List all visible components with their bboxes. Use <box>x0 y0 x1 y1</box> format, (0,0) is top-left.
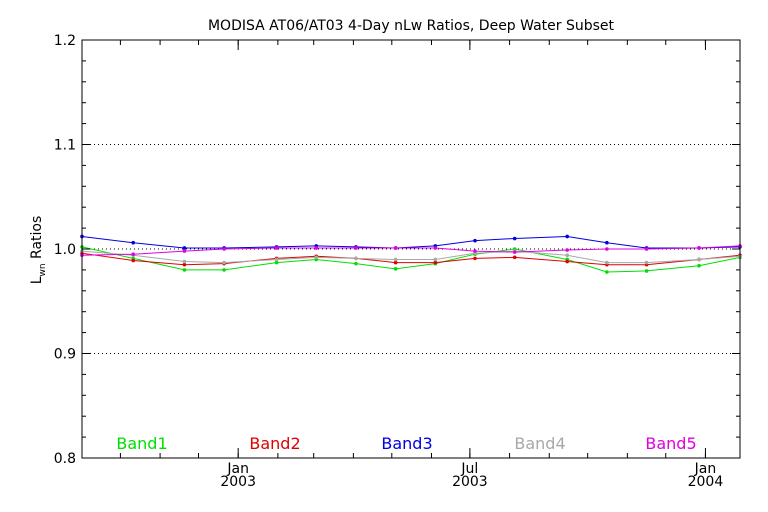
data-point-band5 <box>222 247 226 251</box>
series-line-band2 <box>81 252 741 266</box>
data-point-band1 <box>222 268 226 272</box>
data-point-band1 <box>605 270 609 274</box>
data-point-band2 <box>433 260 438 265</box>
data-point-band5 <box>314 246 319 250</box>
data-point-band2 <box>131 258 136 263</box>
y-axis-label: Lwn Ratios <box>29 216 48 285</box>
data-point-band3 <box>473 238 477 243</box>
data-point-band4 <box>393 257 398 262</box>
legend-label-band5: Band5 <box>645 434 696 453</box>
data-point-band2 <box>565 259 569 264</box>
series-line-band1 <box>81 246 741 273</box>
data-point-band3 <box>565 234 569 239</box>
legend-label-band1: Band1 <box>116 434 167 453</box>
y-axis-label-rest: Ratios <box>29 216 45 264</box>
y-tick-label: 1.0 <box>54 242 76 258</box>
data-point-band2 <box>393 260 398 265</box>
data-point-band5 <box>565 248 569 252</box>
data-point-band4 <box>565 253 569 258</box>
chart-title: MODISA AT06/AT03 4-Day nLw Ratios, Deep … <box>208 18 615 34</box>
data-point-band5 <box>131 252 136 257</box>
data-point-band5 <box>433 246 438 250</box>
x-tick-month-label: Jan <box>694 461 717 477</box>
x-tick-year-label: 2004 <box>688 474 724 490</box>
data-point-band2 <box>182 262 187 267</box>
data-point-band5 <box>182 249 187 253</box>
data-point-band5 <box>644 247 649 251</box>
y-tick-label: 1.1 <box>54 138 76 154</box>
data-point-band3 <box>182 246 187 250</box>
data-point-band4 <box>314 255 319 260</box>
series-line-band5 <box>81 245 741 256</box>
data-point-band4 <box>354 256 358 261</box>
x-tick-year-label: 2003 <box>452 474 488 490</box>
data-point-band1 <box>393 267 398 271</box>
data-point-band1 <box>274 260 279 265</box>
data-point-band1 <box>644 269 649 273</box>
data-point-band5 <box>697 246 701 250</box>
data-point-band1 <box>697 263 701 268</box>
series-layer <box>80 234 742 274</box>
data-point-band4 <box>274 257 279 262</box>
legend-label-band3: Band3 <box>381 434 432 453</box>
data-point-band1 <box>354 261 358 266</box>
data-point-band3 <box>512 236 517 241</box>
series-line-band4 <box>81 250 741 264</box>
x-tick-month-label: Jul <box>460 461 478 477</box>
legend-label-band4: Band4 <box>514 434 565 453</box>
data-point-band2 <box>512 255 517 260</box>
data-point-band4 <box>644 260 649 265</box>
data-point-band4 <box>697 257 701 262</box>
data-point-band5 <box>605 247 609 251</box>
y-axis-label-main: L <box>29 276 45 284</box>
y-tick-label: 0.8 <box>54 451 76 467</box>
data-point-band5 <box>393 246 398 250</box>
data-point-band5 <box>473 249 477 253</box>
x-tick-year-label: 2003 <box>220 474 256 490</box>
y-tick-label: 1.2 <box>54 33 76 49</box>
legend: Band1 Band2 Band3 Band4 Band5 <box>116 434 696 453</box>
data-point-band5 <box>512 250 517 254</box>
data-point-band4 <box>605 260 609 265</box>
series-line-band3 <box>81 235 741 249</box>
x-tick-month-label: Jan <box>226 461 249 477</box>
data-point-band1 <box>182 268 187 272</box>
y-tick-label: 0.9 <box>54 347 76 363</box>
legend-label-band2: Band2 <box>249 434 300 453</box>
data-point-band4 <box>433 257 438 262</box>
data-point-band3 <box>605 240 609 245</box>
data-point-band2 <box>473 256 477 261</box>
data-point-band4 <box>222 260 226 265</box>
data-point-band4 <box>182 259 187 264</box>
y-axis-label-sub: wn <box>38 263 48 276</box>
data-point-band5 <box>354 246 358 250</box>
data-point-band3 <box>131 240 136 245</box>
data-point-band5 <box>274 246 279 250</box>
